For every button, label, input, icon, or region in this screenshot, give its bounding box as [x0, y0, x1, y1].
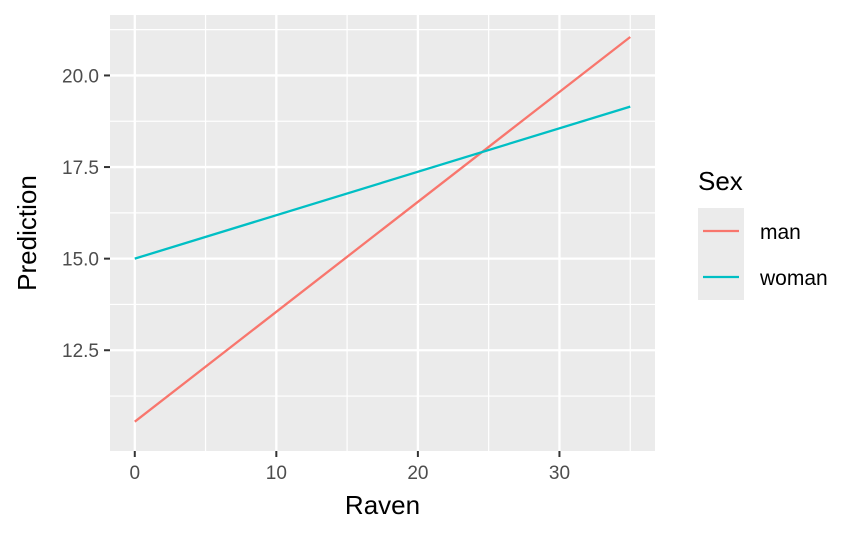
- x-axis: 0 10 20 30: [129, 451, 570, 484]
- y-tick-label: 15.0: [62, 250, 99, 271]
- y-tick-label: 12.5: [62, 341, 99, 362]
- legend: Sex man woman: [698, 166, 828, 300]
- legend-label-man: man: [760, 221, 801, 244]
- y-axis-title: Prediction: [12, 175, 42, 291]
- legend-keys: man woman: [698, 208, 828, 300]
- x-tick-label: 0: [129, 463, 140, 484]
- series-lines: [134, 36, 631, 423]
- x-tick-label: 30: [549, 463, 570, 484]
- legend-label-woman: woman: [759, 267, 828, 290]
- grid-minor: [110, 15, 655, 451]
- y-tick-label: 17.5: [62, 158, 99, 179]
- x-axis-title: Raven: [345, 490, 420, 520]
- x-tick-label: 20: [407, 463, 428, 484]
- y-axis: 12.5 15.0 17.5 20.0: [62, 66, 110, 362]
- grid-major: [110, 15, 655, 451]
- series-line-man: [134, 36, 631, 423]
- x-tick-label: 10: [266, 463, 287, 484]
- y-tick-label: 20.0: [62, 66, 99, 87]
- legend-title: Sex: [698, 166, 743, 196]
- series-line-woman: [134, 105, 631, 260]
